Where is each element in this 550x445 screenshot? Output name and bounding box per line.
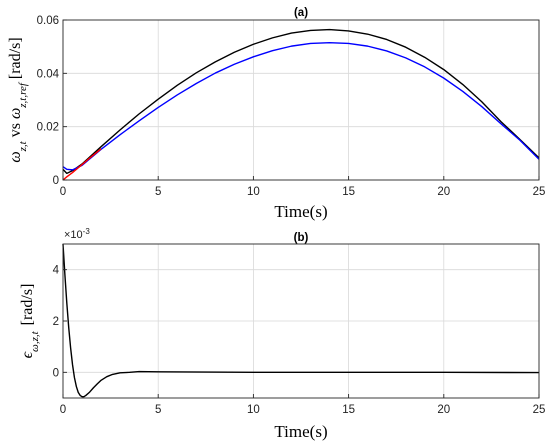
x-tick-label: 10 xyxy=(247,404,260,416)
panel-title-b: (b) xyxy=(294,232,309,244)
plot-area-a xyxy=(63,20,539,180)
y-axis-label-a: ωz,t vs ωz,t,ref[rad/s] xyxy=(7,37,29,162)
x-tick-label: 25 xyxy=(533,404,546,416)
x-tick-label: 15 xyxy=(342,186,355,198)
x-tick-label: 5 xyxy=(155,404,161,416)
x-tick-label: 25 xyxy=(533,186,546,198)
x-tick-label: 10 xyxy=(247,186,260,198)
y-multiplier: ×10-3 xyxy=(64,227,90,242)
panel-title-a: (a) xyxy=(294,7,308,19)
lines-a xyxy=(62,28,540,181)
x-tick-label: 20 xyxy=(437,186,450,198)
y-tick-label: 0 xyxy=(53,175,59,187)
y-tick-label: 4 xyxy=(53,265,60,277)
x-axis-label-a: Time(s) xyxy=(274,202,327,221)
panel-b: 0 5 10 15 20 25 0 2 4 (b) ×10-3 Time(s) ϵω,z,t[r… xyxy=(19,227,545,442)
y-tick-label: 0.04 xyxy=(37,68,60,80)
axes-frame-a xyxy=(62,19,540,181)
series-line-b-0 xyxy=(62,243,540,398)
y-tick-label: 0 xyxy=(53,367,59,379)
series-line-a-2 xyxy=(62,148,102,181)
y-tick-label: 0.02 xyxy=(37,122,59,134)
x-tick-label: 0 xyxy=(60,186,66,198)
ticks-b: 0 5 10 15 20 25 0 2 4 xyxy=(53,265,546,416)
x-axis-label-b: Time(s) xyxy=(274,422,327,441)
x-tick-label: 5 xyxy=(155,186,161,198)
lines-b xyxy=(62,243,540,398)
ticks-a: 0 5 10 15 20 25 0 0.02 0.04 0.06 xyxy=(37,15,546,198)
x-tick-label: 20 xyxy=(437,404,450,416)
y-tick-label: 2 xyxy=(53,316,59,328)
y-axis-label-b: ϵω,z,t[rad/s] xyxy=(19,284,41,359)
series-line-a-1 xyxy=(62,41,540,171)
x-tick-label: 0 xyxy=(60,404,66,416)
x-tick-label: 15 xyxy=(342,404,355,416)
y-tick-label: 0.06 xyxy=(37,15,59,27)
series-line-a-0 xyxy=(62,28,540,175)
panel-a: 0 5 10 15 20 25 0 0.02 0.04 0.06 (a) Time(s) ωz,t… xyxy=(7,7,545,221)
